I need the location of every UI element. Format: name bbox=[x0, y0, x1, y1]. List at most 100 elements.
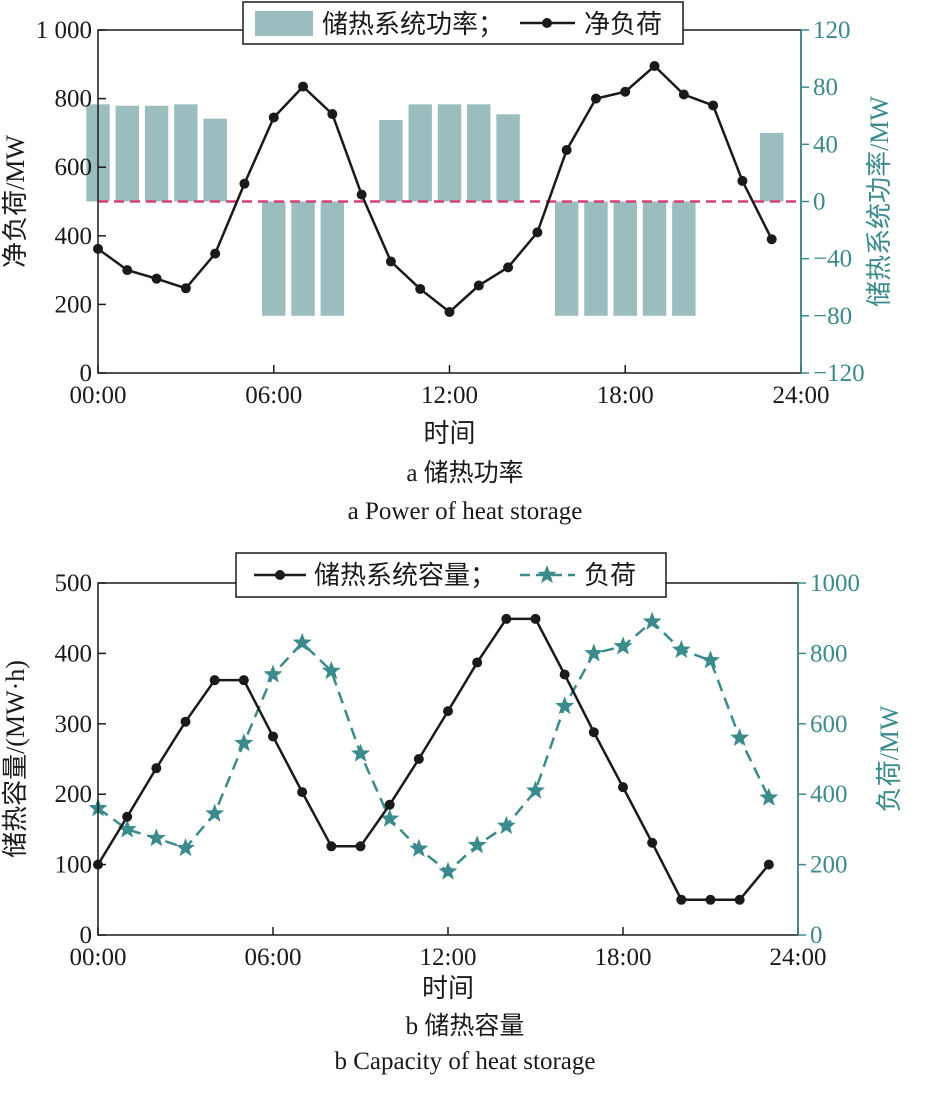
panel-b-load-star-point bbox=[526, 780, 545, 799]
panel-b-load-star-point bbox=[730, 727, 750, 746]
panel-a-net-load-point bbox=[268, 112, 279, 123]
panel-b-capacity-point bbox=[501, 613, 512, 624]
panel-a-caption-en: a Power of heat storage bbox=[348, 498, 583, 525]
panel-a-power-bar bbox=[496, 114, 520, 202]
panel-a-right-y-tick-label: 0 bbox=[813, 189, 826, 216]
panel-b-legend-dashed-label: 负荷 bbox=[584, 561, 636, 590]
panel-b-load-star-point bbox=[438, 861, 458, 880]
panel-b-right-y-tick-label: 0 bbox=[810, 922, 823, 949]
panel-b-load-line bbox=[97, 620, 770, 874]
panel-b-right-y-axis-title: 负荷/MW bbox=[875, 705, 904, 812]
panel-a-power-bar bbox=[379, 120, 403, 202]
panel-b-capacity-point bbox=[588, 727, 599, 738]
panel-a-caption-cn: a 储热功率 bbox=[406, 459, 523, 487]
panel-a-net-load-point bbox=[737, 175, 748, 186]
panel-a-net-load-series bbox=[93, 61, 777, 317]
panel-b-load-star-point bbox=[613, 636, 633, 655]
panel-a-x-tick-label: 06:00 bbox=[245, 382, 302, 409]
panel-b-load-star-point bbox=[584, 643, 604, 662]
panel-b-left-y-tick-label: 0 bbox=[80, 922, 93, 949]
panel-b-load-series bbox=[88, 611, 779, 880]
panel-a-power-bar bbox=[467, 104, 491, 202]
panel-b-capacity-point bbox=[734, 894, 745, 905]
panel-b-left-y-tick-label: 300 bbox=[55, 711, 93, 738]
panel-b-x-tick-label: 00:00 bbox=[70, 944, 127, 971]
panel-b-capacity-series bbox=[93, 613, 774, 905]
panel-b-load-star-point bbox=[321, 661, 341, 680]
panel-b-load-star-point bbox=[701, 650, 720, 669]
panel-a-legend-box bbox=[242, 1, 684, 45]
panel-a-power-bar bbox=[437, 104, 462, 202]
panel-a-net-load-point bbox=[327, 109, 338, 120]
panel-a-power-bar bbox=[174, 104, 198, 202]
panel-a-power-bar bbox=[144, 105, 169, 202]
panel-a-net-load-point bbox=[210, 248, 221, 259]
panel-a-power-bar bbox=[408, 104, 432, 202]
panel-b-load-star-point bbox=[351, 743, 370, 762]
panel-a-right-y-axis-title: 储热系统功率/MW bbox=[865, 96, 894, 307]
panel-b-load-star-point bbox=[380, 808, 400, 827]
panel-b-plot-frame bbox=[97, 582, 799, 936]
panel-b-left-y-tick-label: 400 bbox=[55, 640, 93, 667]
panel-a-net-load-point bbox=[649, 61, 660, 72]
panel-a-x-tick-label: 00:00 bbox=[70, 382, 127, 409]
panel-b-capacity-point bbox=[676, 894, 687, 905]
panel-b-capacity-point bbox=[151, 763, 162, 774]
panel-b-right-y-tick-label: 400 bbox=[810, 781, 848, 808]
panel-a-net-load-point bbox=[620, 86, 631, 97]
panel-a-left-y-tick-label: 800 bbox=[55, 86, 93, 113]
panel-b-left-y-tick-label: 200 bbox=[55, 781, 93, 808]
panel-a-power-bar bbox=[262, 201, 286, 316]
panel-a-net-load-point bbox=[503, 262, 514, 273]
panel-b-capacity-point bbox=[297, 787, 308, 798]
panel-a-left-y-tick-label: 1 000 bbox=[36, 17, 92, 44]
panel-b-left-y-axis-title: 储热容量/(MW·h) bbox=[1, 660, 30, 858]
panel-b-legend-star-marker bbox=[537, 565, 557, 584]
panel-a-x-tick-label: 24:00 bbox=[773, 382, 830, 409]
panel-a-chart: 00:00 06:00 12:00 18:00 24:0002004006008001 … bbox=[1, 1, 894, 448]
panel-b-axis-ticks: 00:00 06:00 12:00 18:00 24:00010020030040050… bbox=[55, 570, 861, 971]
panel-a-net-load-point bbox=[356, 189, 367, 200]
panel-a-net-load-point bbox=[473, 280, 484, 291]
panel-b-capacity-point bbox=[618, 782, 628, 793]
panel-b-legend-box bbox=[235, 552, 667, 598]
panel-b-x-tick-label: 12:00 bbox=[420, 944, 477, 971]
panel-a-net-load-point bbox=[532, 227, 543, 238]
panel-a-power-bars bbox=[86, 104, 784, 316]
panel-b-capacity-point bbox=[559, 669, 570, 680]
panel-b-load-star-point bbox=[467, 835, 487, 854]
panel-a-power-bar bbox=[203, 118, 227, 202]
panel-a-right-y-tick-label: −80 bbox=[813, 303, 852, 330]
panel-b-load-star-point bbox=[234, 733, 254, 752]
panel-a-left-y-tick-label: 200 bbox=[55, 291, 93, 318]
panel-b-legend-solid-label: 储热系统容量； bbox=[314, 561, 496, 590]
panel-a-net-load-point bbox=[678, 89, 689, 100]
panel-b-capacity-point bbox=[268, 731, 278, 742]
panel-a-axis-ticks: 00:00 06:00 12:00 18:00 24:0002004006008001 … bbox=[36, 17, 865, 409]
panel-b-capacity-point bbox=[355, 841, 366, 852]
panel-a-power-bar bbox=[320, 201, 345, 316]
panel-a-net-load-point bbox=[122, 265, 133, 276]
panel-a-net-load-point bbox=[766, 234, 777, 245]
panel-b-load-star-point bbox=[671, 639, 691, 658]
panel-b-capacity-point bbox=[122, 811, 133, 822]
panel-a-left-y-axis-title: 净负荷/MW bbox=[1, 135, 30, 268]
panel-a-net-load-point bbox=[444, 306, 455, 317]
panel-a-power-bar bbox=[642, 201, 667, 316]
panel-b-x-tick-label: 06:00 bbox=[245, 944, 302, 971]
panel-a-x-tick-label: 18:00 bbox=[597, 382, 654, 409]
panel-b-capacity-point bbox=[443, 706, 453, 717]
panel-a-right-y-tick-label: −40 bbox=[813, 246, 852, 273]
panel-a-net-load-point bbox=[561, 145, 572, 156]
panel-b-capacity-point bbox=[763, 859, 774, 870]
panel-b-right-y-tick-label: 200 bbox=[810, 852, 848, 879]
panel-b-load-star-point bbox=[759, 787, 779, 806]
panel-b-legend: 储热系统容量； 负荷 bbox=[235, 552, 667, 598]
panel-a-net-load-point bbox=[151, 273, 162, 284]
panel-b-load-star-point bbox=[205, 803, 225, 822]
panel-b-load-star-point bbox=[263, 664, 283, 683]
panel-b-capacity-point bbox=[705, 894, 716, 905]
panel-b-capacity-point bbox=[238, 675, 249, 686]
